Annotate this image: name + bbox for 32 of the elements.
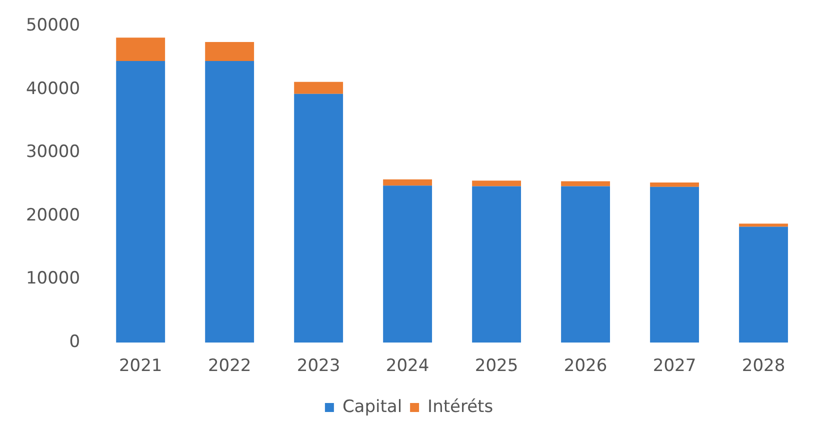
legend-label: Capital <box>342 396 402 417</box>
bar <box>650 186 699 343</box>
legend-label: Intéréts <box>428 396 494 417</box>
y-tick-label: 30000 <box>26 142 80 162</box>
y-tick-label: 40000 <box>26 78 80 99</box>
x-tick-label: 2025 <box>474 356 518 376</box>
x-tick-label: 2023 <box>296 356 340 376</box>
bar <box>116 61 166 343</box>
bar <box>383 179 432 186</box>
x-tick-label: 2021 <box>118 356 162 376</box>
y-tick-label: 10000 <box>26 268 80 289</box>
bar <box>383 186 432 343</box>
bar <box>116 38 166 62</box>
bar <box>472 180 522 186</box>
bar <box>650 182 699 187</box>
bar <box>294 82 344 94</box>
x-tick-label: 2028 <box>742 356 786 376</box>
y-tick-label: 50000 <box>26 16 80 36</box>
x-tick-label: 2022 <box>208 356 252 376</box>
y-tick-label: 0 <box>69 332 80 352</box>
bar <box>561 181 610 186</box>
bar <box>739 226 788 343</box>
bar <box>739 224 788 227</box>
x-tick-label: 2027 <box>652 356 696 376</box>
x-tick-label: 2026 <box>564 356 608 376</box>
x-tick-label: 2024 <box>386 356 430 376</box>
bar <box>294 94 344 343</box>
bar <box>561 186 610 343</box>
bar <box>472 186 522 343</box>
bar <box>205 61 254 343</box>
bar <box>205 42 254 62</box>
y-tick-label: 20000 <box>26 205 80 226</box>
